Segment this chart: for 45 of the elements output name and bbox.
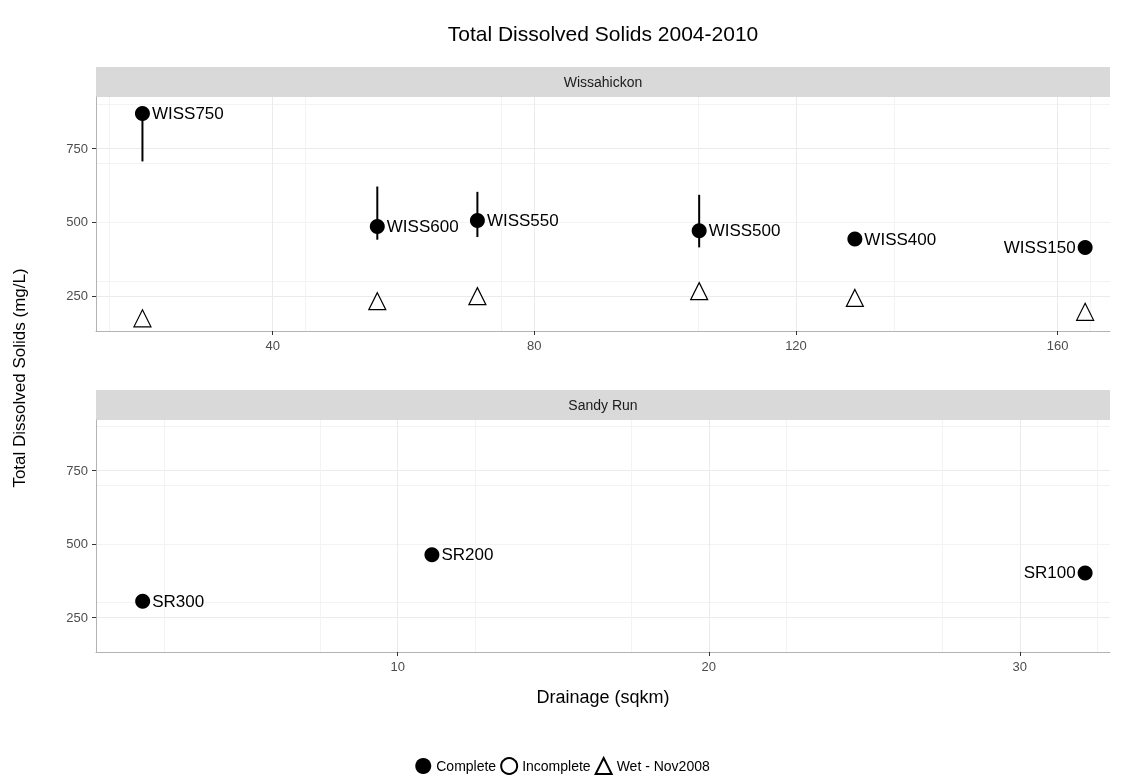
legend-label: Incomplete: [522, 758, 591, 774]
point: [690, 282, 709, 301]
data-label: SR100: [1023, 563, 1076, 583]
x-tick-label: 120: [785, 338, 807, 353]
data-label: WISS550: [486, 211, 559, 230]
point: [845, 288, 864, 308]
point: [1077, 239, 1093, 255]
point: [468, 287, 487, 306]
x-tick-label: 160: [1046, 338, 1069, 353]
y-tick-label: 250: [66, 288, 88, 304]
point: [134, 106, 150, 122]
y-tick-label: 500: [66, 536, 88, 552]
y-tick-label: 250: [66, 609, 88, 625]
x-tick-label: 20: [701, 659, 716, 674]
x-tick-label: 40: [265, 338, 280, 353]
x-tick-label: 30: [1012, 659, 1028, 674]
point: [133, 309, 152, 328]
data-label: WISS750: [151, 104, 224, 124]
x-tick-label: 80: [527, 338, 542, 353]
legend-label: Complete: [436, 758, 497, 774]
point: [1076, 302, 1095, 321]
point: [469, 213, 485, 228]
chart-subtitle: Wissahickon: [563, 74, 643, 90]
legend-label: Wet - Nov2008: [616, 758, 710, 774]
data-label: WISS400: [864, 229, 937, 249]
point: [368, 292, 387, 311]
point: [1077, 565, 1093, 581]
data-label: WISS150: [1003, 237, 1076, 257]
data-label: SR200: [441, 545, 494, 565]
point: [691, 223, 707, 239]
point: [369, 218, 385, 234]
x-tick-label: 10: [390, 659, 405, 674]
y-axis-title: Total Dissolved Solids (mg/L): [10, 268, 30, 488]
data-label: WISS600: [386, 216, 459, 236]
point: [847, 231, 863, 247]
point: [424, 547, 440, 563]
chart-title: Total Dissolved Solids 2004-2010: [446, 22, 760, 46]
x-axis-title: Drainage (sqkm): [536, 687, 670, 707]
point: [135, 593, 151, 609]
data-label: SR300: [152, 591, 205, 611]
y-tick-label: 750: [66, 140, 88, 156]
data-label: WISS500: [708, 221, 781, 241]
chart-subtitle: Sandy Run: [568, 397, 638, 413]
y-tick-label: 750: [66, 463, 88, 479]
y-tick-label: 500: [66, 214, 88, 230]
